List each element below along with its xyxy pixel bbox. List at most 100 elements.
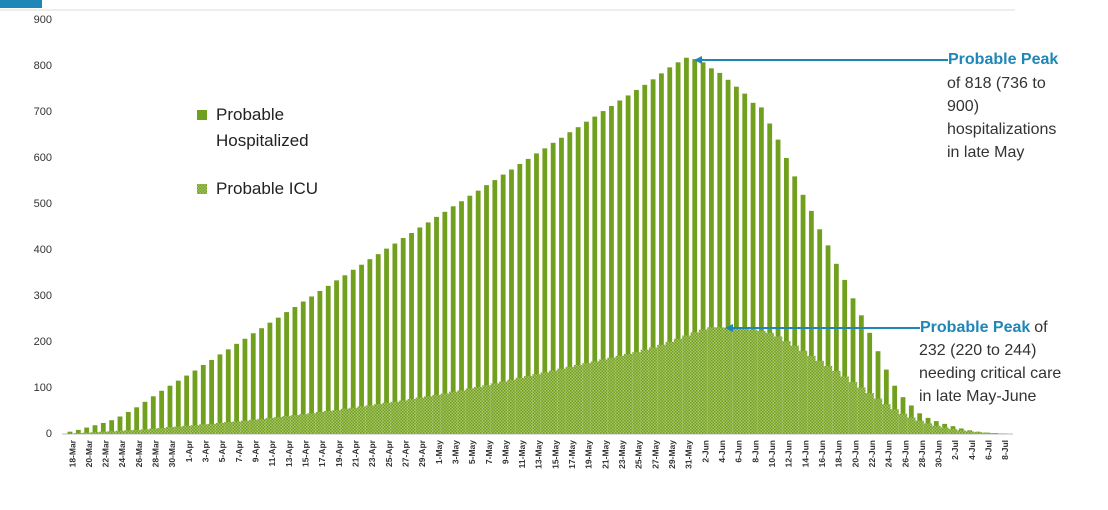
x-tick-label: 24-Jun xyxy=(884,440,894,467)
arrow-head xyxy=(694,56,702,64)
bar xyxy=(623,353,633,434)
bar xyxy=(290,415,300,434)
bar xyxy=(209,359,215,434)
bar xyxy=(507,379,516,434)
bar xyxy=(365,405,375,434)
bar xyxy=(234,343,239,434)
bar xyxy=(648,347,658,434)
bar xyxy=(973,432,983,434)
x-tick-label: 7-Apr xyxy=(234,439,244,462)
x-tick-label: 15-May xyxy=(550,440,560,469)
bar xyxy=(915,420,924,434)
bar xyxy=(517,163,523,435)
bar xyxy=(375,254,381,434)
x-tick-label: 27-May xyxy=(650,440,660,469)
y-tick-label: 900 xyxy=(34,14,52,26)
bar xyxy=(584,121,589,434)
y-tick-label: 800 xyxy=(34,60,52,72)
bar xyxy=(200,365,206,434)
bar xyxy=(167,385,173,434)
bar xyxy=(175,380,181,434)
x-tick-label: 15-Apr xyxy=(300,439,310,467)
bar xyxy=(642,84,648,435)
bar xyxy=(634,89,639,435)
bar xyxy=(525,158,531,435)
bar xyxy=(334,280,339,434)
bar xyxy=(767,123,773,434)
bar xyxy=(307,413,316,434)
x-tick-label: 18-Mar xyxy=(67,439,77,467)
bar xyxy=(432,394,441,434)
bar xyxy=(299,414,308,434)
bar xyxy=(92,425,98,434)
bar xyxy=(324,411,333,434)
bar xyxy=(134,407,140,434)
annotation-title: Probable Peak xyxy=(920,319,1030,336)
legend-label: Probable Hospitalized xyxy=(216,105,309,150)
bar xyxy=(625,95,631,434)
bar xyxy=(807,355,816,434)
x-tick-label: 23-Apr xyxy=(367,439,377,467)
bar xyxy=(632,352,641,434)
bar xyxy=(109,420,115,434)
bar xyxy=(690,332,699,434)
x-tick-label: 21-Apr xyxy=(350,439,360,467)
bar xyxy=(400,238,406,434)
bar xyxy=(367,259,373,434)
bar xyxy=(883,369,889,434)
bar xyxy=(550,142,556,434)
bar xyxy=(948,428,958,434)
header-bar xyxy=(0,0,42,8)
bar xyxy=(149,428,158,434)
x-tick-label: 26-Jun xyxy=(900,440,910,467)
bar xyxy=(765,332,774,434)
bar xyxy=(374,404,383,434)
x-tick-label: 31-May xyxy=(684,440,694,469)
bar xyxy=(90,432,100,434)
x-tick-label: 2-Jul xyxy=(950,440,960,460)
x-tick-label: 1-Apr xyxy=(184,439,194,462)
bar xyxy=(548,370,558,434)
bar xyxy=(349,407,358,434)
bar xyxy=(332,410,341,434)
bar xyxy=(184,375,190,434)
legend-swatch xyxy=(197,110,207,120)
bar xyxy=(640,349,649,434)
bar xyxy=(865,393,874,434)
annotation-text: 232 (220 to 244) xyxy=(919,342,1036,359)
x-tick-label: 22-Mar xyxy=(101,439,111,467)
bar xyxy=(750,102,756,435)
y-tick-label: 700 xyxy=(34,106,52,118)
bar xyxy=(317,290,323,434)
bar xyxy=(474,387,483,434)
x-tick-label: 18-Jun xyxy=(834,440,844,467)
bar xyxy=(342,275,348,434)
bar xyxy=(282,416,291,434)
bar xyxy=(734,86,739,434)
bar xyxy=(607,357,616,434)
bar xyxy=(808,210,814,434)
bar xyxy=(340,408,350,434)
bar xyxy=(783,158,789,434)
bar xyxy=(482,385,491,434)
bar xyxy=(742,93,748,434)
bar xyxy=(124,430,133,434)
bar xyxy=(140,429,150,434)
bar xyxy=(815,360,824,434)
bar xyxy=(557,368,566,434)
bar xyxy=(357,406,366,434)
x-tick-label: 19-May xyxy=(584,440,594,469)
bar xyxy=(850,298,856,434)
bar xyxy=(832,370,841,434)
x-tick-label: 25-May xyxy=(634,440,644,469)
x-tick-label: 12-Jun xyxy=(784,440,794,467)
bar xyxy=(675,62,681,434)
annotation-text: in late May xyxy=(947,144,1024,161)
bar xyxy=(667,67,673,434)
bar xyxy=(242,338,248,434)
bar xyxy=(382,402,391,434)
bar xyxy=(309,296,314,434)
x-tick-label: 1-May xyxy=(434,440,444,464)
